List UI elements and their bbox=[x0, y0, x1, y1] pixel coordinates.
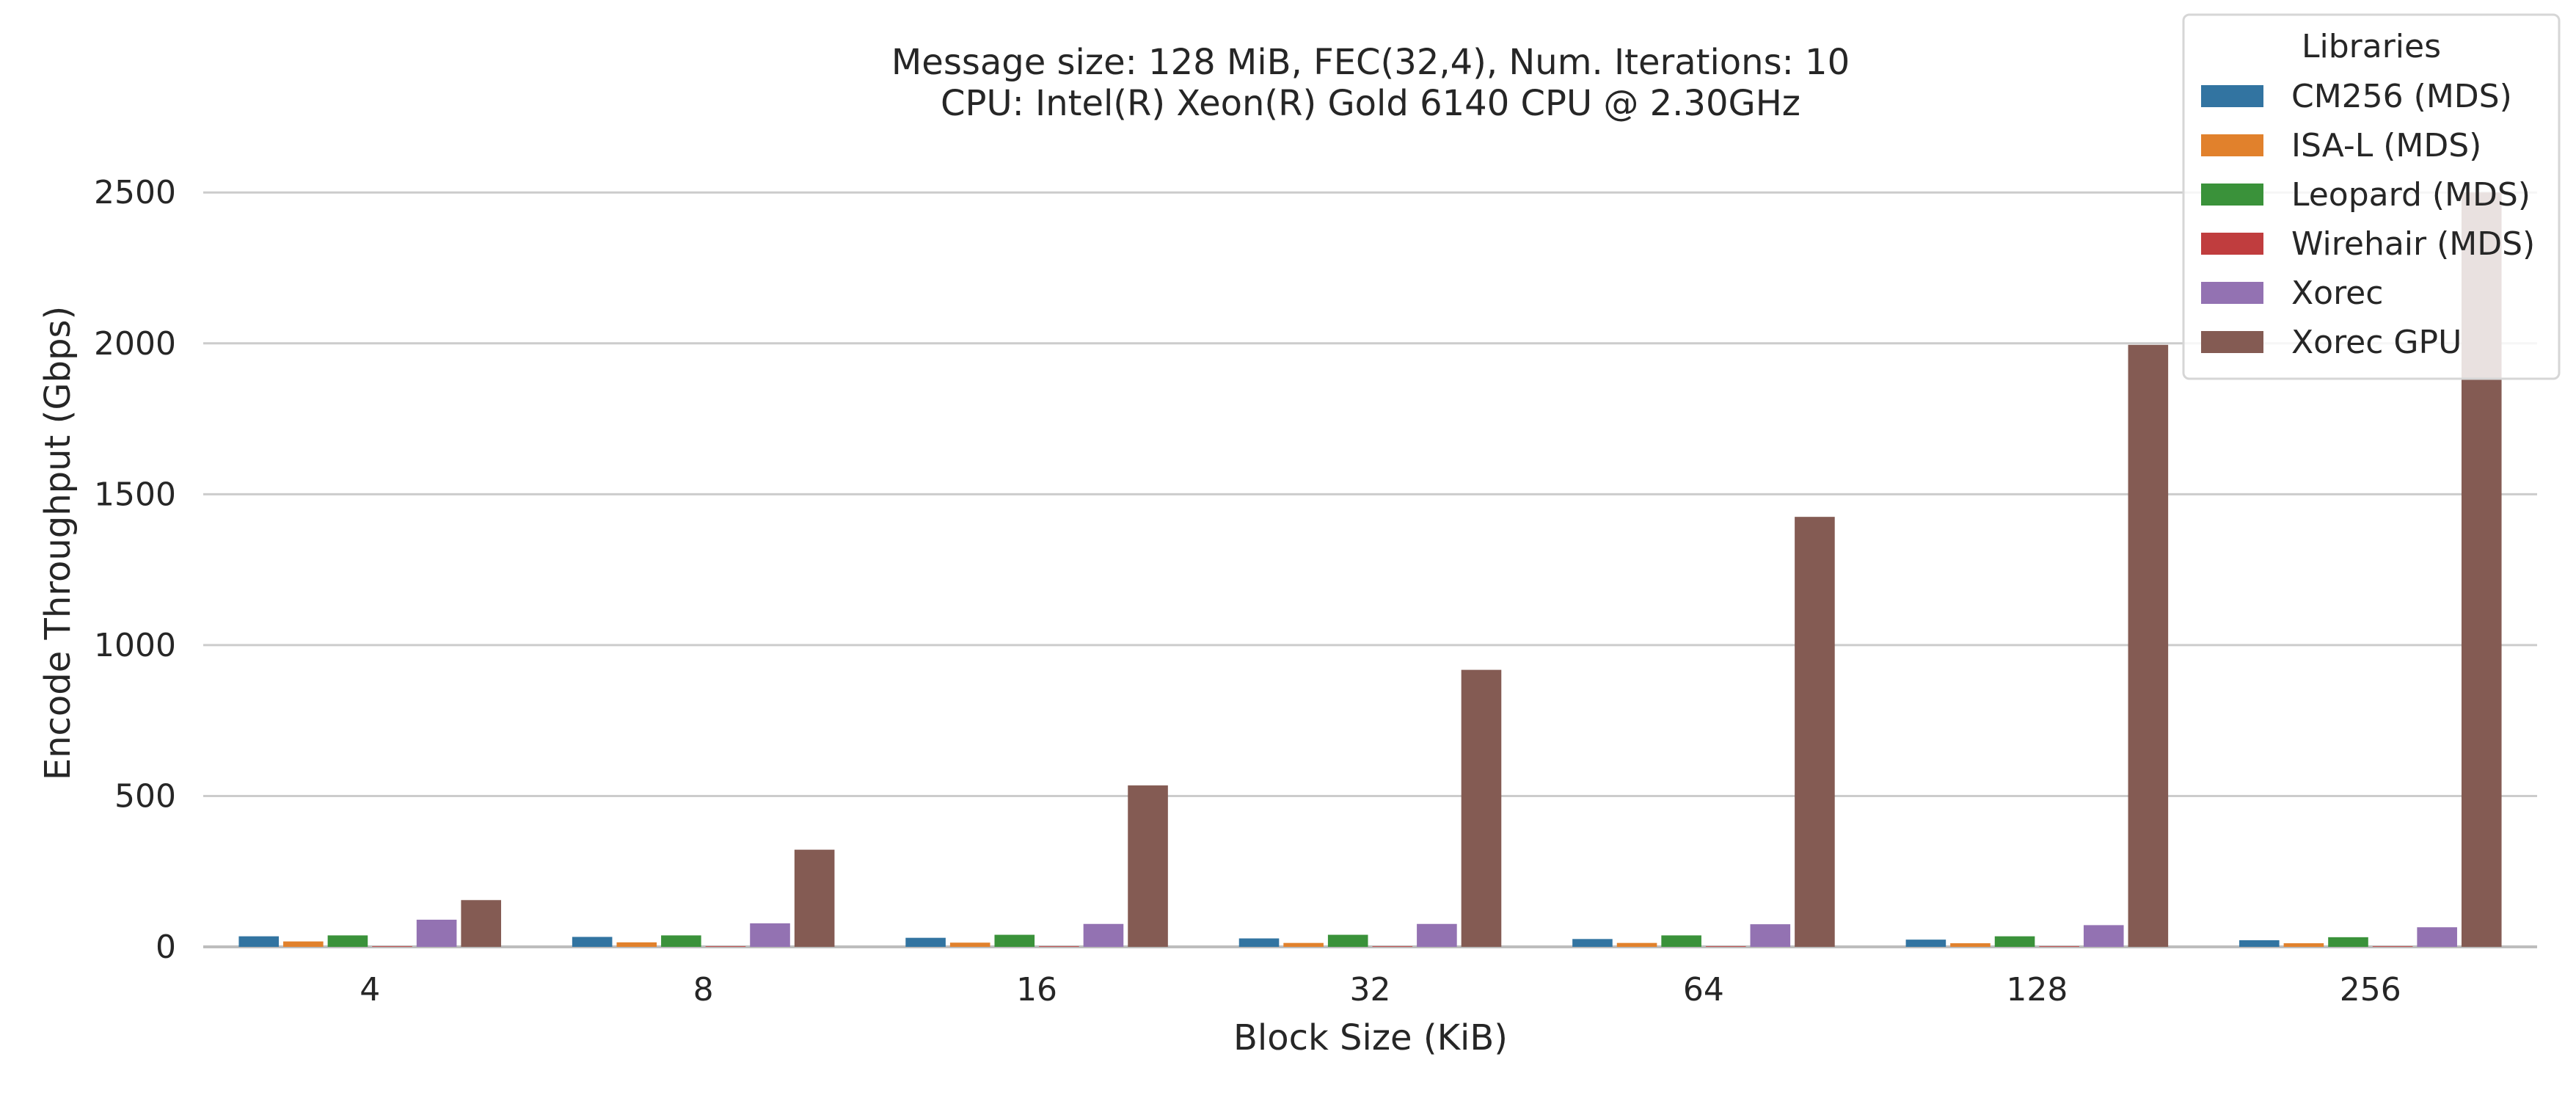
bar bbox=[1283, 942, 1324, 947]
bar bbox=[1795, 517, 1835, 947]
bar bbox=[794, 849, 835, 947]
x-tick-label: 256 bbox=[2340, 971, 2401, 1009]
bar bbox=[2283, 943, 2324, 947]
x-tick-label: 4 bbox=[360, 971, 380, 1009]
legend-label: ISA-L (MDS) bbox=[2291, 127, 2481, 164]
tick-labels: 0 500 1000 1500 2000 2500 4 8 16 32 64 128 256 bbox=[94, 174, 2401, 1009]
chart-title: Message size: 128 MiB, FEC(32,4), Num. I… bbox=[891, 42, 1850, 83]
bars bbox=[238, 192, 2502, 948]
legend-swatch bbox=[2201, 233, 2263, 255]
x-tick-label: 128 bbox=[2006, 971, 2068, 1009]
bar bbox=[327, 935, 368, 947]
x-tick-label: 8 bbox=[693, 971, 714, 1009]
legend-label: Xorec bbox=[2291, 275, 2383, 312]
legend-swatch bbox=[2201, 184, 2263, 206]
bar bbox=[1572, 939, 1613, 947]
bar bbox=[372, 946, 412, 947]
bar bbox=[572, 937, 613, 947]
bar bbox=[461, 900, 501, 947]
bar bbox=[238, 936, 280, 947]
legend-box bbox=[2182, 13, 2561, 380]
x-tick-label: 32 bbox=[1350, 971, 1391, 1009]
legend-swatch bbox=[2201, 134, 2263, 156]
legend-swatch bbox=[2201, 331, 2263, 353]
bar bbox=[1372, 946, 1413, 947]
bar bbox=[1083, 923, 1124, 947]
bar bbox=[1128, 785, 1168, 947]
y-tick-label: 1500 bbox=[94, 476, 176, 513]
bar bbox=[1661, 935, 1701, 947]
y-axis-label: Encode Throughput (Gbps) bbox=[37, 306, 79, 780]
bar bbox=[750, 923, 790, 947]
y-tick-label: 2500 bbox=[94, 174, 176, 211]
y-tick-label: 2000 bbox=[94, 325, 176, 363]
x-axis-label: Block Size (KiB) bbox=[1233, 1017, 1508, 1058]
legend-label: Wirehair (MDS) bbox=[2291, 225, 2535, 263]
y-tick-label: 0 bbox=[156, 929, 176, 966]
bar bbox=[1417, 923, 1457, 947]
bar bbox=[1616, 942, 1657, 947]
legend-label: CM256 (MDS) bbox=[2291, 78, 2512, 115]
bar bbox=[1905, 940, 1946, 947]
bar bbox=[905, 937, 946, 947]
bar bbox=[2128, 344, 2169, 947]
bar bbox=[2083, 925, 2124, 947]
bar bbox=[949, 942, 990, 947]
bar bbox=[2328, 937, 2368, 947]
legend: Libraries CM256 (MDS) ISA-L (MDS) Leopard … bbox=[2182, 13, 2561, 380]
legend-label: Leopard (MDS) bbox=[2291, 176, 2531, 214]
bar bbox=[1705, 946, 1746, 947]
x-tick-label: 64 bbox=[1683, 971, 1724, 1009]
bar bbox=[1238, 938, 1280, 947]
bar bbox=[661, 935, 701, 947]
y-tick-label: 1000 bbox=[94, 627, 176, 664]
legend-swatch bbox=[2201, 85, 2263, 107]
bar bbox=[1327, 934, 1368, 947]
bar bbox=[2039, 946, 2079, 947]
bar bbox=[1461, 669, 1502, 947]
x-tick-label: 16 bbox=[1016, 971, 1057, 1009]
bar bbox=[616, 942, 657, 947]
bar bbox=[416, 920, 457, 947]
y-tick-label: 500 bbox=[114, 777, 176, 815]
bar bbox=[994, 934, 1035, 947]
legend-label: Xorec GPU bbox=[2291, 324, 2462, 361]
bar bbox=[2239, 940, 2280, 947]
bar bbox=[1994, 936, 2035, 947]
bar bbox=[2372, 946, 2413, 947]
bar bbox=[1039, 946, 1079, 947]
chart-subtitle: CPU: Intel(R) Xeon(R) Gold 6140 CPU @ 2.… bbox=[941, 83, 1800, 124]
legend-title: Libraries bbox=[2302, 28, 2441, 65]
bar bbox=[2417, 927, 2457, 947]
bar bbox=[705, 946, 746, 947]
bar bbox=[1750, 924, 1791, 947]
legend-swatch bbox=[2201, 282, 2263, 304]
bar bbox=[1950, 943, 1991, 947]
bar bbox=[283, 941, 324, 947]
